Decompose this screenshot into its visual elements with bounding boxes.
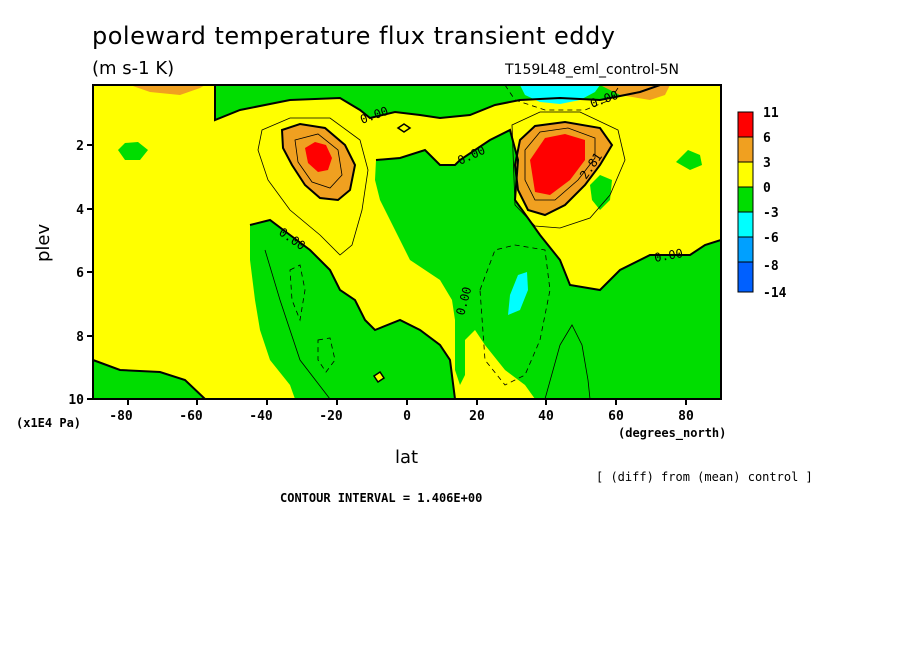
field-right-max-red [530,134,585,195]
contour-label-5: 0.00 [653,246,684,265]
contour-right-max-outer [513,120,614,217]
y-tick-label: 4 [76,203,84,218]
contour-field [93,85,721,399]
zero-contour-line-3 [214,85,661,122]
x-tick-label: -40 [249,409,273,424]
chart-title: poleward temperature flux transient eddy [92,22,616,50]
colorbar-label: 3 [763,156,771,171]
contour-thin-right [511,111,626,229]
colorbar-swatch-red [737,111,754,138]
y-axis [87,144,93,400]
contour-dashed-central [479,244,551,386]
zero-contour-line-2 [249,218,456,399]
x-tick-label: 40 [538,409,554,424]
colorbar-swatch-cyan [737,211,754,238]
contour-small-island-2 [396,123,412,133]
colorbar-label: 11 [763,106,779,121]
x-tick-label: 80 [678,409,694,424]
x-tick-label: -80 [109,409,133,424]
x-tick-label: 60 [608,409,624,424]
field-small-negative-left [118,142,148,160]
y-tick-label: 6 [76,266,84,281]
field-small-negative-right [676,150,702,170]
x-axis [127,399,687,405]
chart-units: (m s-1 K) [92,58,175,79]
colorbar-label: -3 [763,206,779,221]
x-tick-label: 0 [403,409,411,424]
field-left-negative [250,220,455,399]
x-tick-label: -60 [179,409,203,424]
contour-left-max-inner [294,133,343,189]
colorbar-label: -8 [763,259,779,274]
x-axis-label: lat [395,447,419,468]
colorbar-swatch-blue [737,236,754,263]
colorbar-labels: 11 6 3 0 -3 -6 -8 -14 [763,106,787,301]
contour-interval: CONTOUR INTERVAL = 1.406E+00 [280,491,483,505]
field-central-negative [375,130,721,399]
contour-thin-bottom-left [264,249,331,399]
run-label: T159L48_eml_control-5N [505,62,679,78]
y-tick-label: 2 [76,139,84,154]
contour-thin-left [257,117,369,256]
colorbar-swatch-yellow [737,161,754,188]
x-tick-label: -20 [319,409,343,424]
colorbar-swatch-orange [737,136,754,163]
x-unit-label: (degrees_north) [618,426,727,440]
colorbar-swatch-darkblue [737,261,754,293]
field-left-max-red [305,142,332,172]
field-upper-positive [130,85,205,95]
contour-dashed-top [504,85,621,111]
colorbar-label: 0 [763,181,771,196]
colorbar [737,111,754,293]
colorbar-label: -6 [763,231,779,246]
colorbar-label: -14 [763,286,787,301]
contour-dashed-left [289,264,306,322]
contour-left-max-outer [280,122,357,202]
contour-dashed-lower-left [317,337,336,373]
y-unit-label: (x1E4 Pa) [16,416,82,430]
y-tick-labels: 2 4 6 8 10 [68,139,84,408]
field-lower-minimum-cyan [508,272,528,315]
x-tick-label: 20 [469,409,485,424]
field-bottom-left-negative [93,360,205,399]
y-tick-label: 8 [76,330,84,345]
field-right-negative-upper [590,175,612,210]
y-axis-label: plev [33,223,54,262]
contour-small-island [372,370,386,384]
difference-note: [ (diff) from (mean) control ] [596,470,813,484]
contour-right-max-inner [524,127,596,201]
contour-thin-bottom-right [544,324,591,399]
colorbar-label: 6 [763,131,771,146]
y-tick-label: 10 [68,393,84,408]
x-tick-labels: -80 -60 -40 -20 0 20 40 60 80 [109,409,694,424]
colorbar-swatch-green [737,186,754,213]
zero-contour-line-4 [93,359,206,399]
